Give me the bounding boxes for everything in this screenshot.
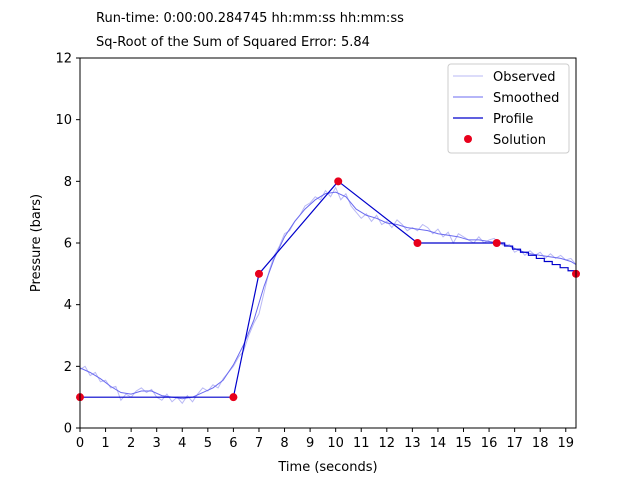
- x-tick-label: 1: [101, 436, 109, 451]
- profile-series-line: [80, 180, 577, 398]
- x-tick-label: 0: [76, 436, 84, 451]
- x-tick-label: 8: [280, 436, 288, 451]
- x-tick-label: 11: [353, 436, 370, 451]
- y-axis: 0 2 4 6 8 10 12: [55, 52, 80, 437]
- x-tick-label: 18: [532, 436, 549, 451]
- solution-point: [334, 177, 343, 186]
- y-tick-label: 8: [64, 175, 72, 190]
- x-tick-label: 12: [379, 436, 396, 451]
- x-tick-label: 17: [506, 436, 523, 451]
- x-tick-label: 14: [430, 436, 447, 451]
- solution-point: [492, 239, 501, 247]
- x-tick-label: 16: [481, 436, 498, 451]
- y-tick-label: 6: [64, 237, 72, 252]
- legend-solution-swatch: [464, 135, 472, 143]
- legend-profile-label: Profile: [493, 112, 533, 127]
- solution-point: [413, 239, 422, 247]
- x-axis: 0 1 2 3 4 5 6 7 8 9 10 11 12 13 14 15 16 17 18 19: [76, 428, 574, 451]
- legend-observed-label: Observed: [493, 70, 556, 85]
- legend-box: [447, 63, 570, 154]
- x-tick-label: 5: [204, 436, 212, 451]
- solution-point: [254, 269, 263, 278]
- x-tick-label: 6: [229, 436, 237, 451]
- x-tick-label: 10: [327, 436, 344, 451]
- error-text: Sq-Root of the Sum of Squared Error: 5.8…: [96, 35, 370, 50]
- plot-area: [76, 177, 580, 405]
- legend-smoothed-label: Smoothed: [493, 91, 559, 106]
- y-tick-label: 0: [64, 422, 72, 437]
- x-tick-label: 3: [153, 436, 161, 451]
- solution-point: [229, 393, 238, 402]
- smoothed-series-line: [79, 191, 577, 400]
- y-axis-label: Pressure (bars): [29, 194, 44, 292]
- x-tick-label: 4: [178, 436, 186, 451]
- x-tick-label: 7: [255, 436, 263, 451]
- runtime-text: Run-time: 0:00:00.284745 hh:mm:ss hh:mm:…: [96, 11, 404, 26]
- x-axis-label: Time (seconds): [277, 460, 377, 475]
- y-tick-label: 2: [64, 360, 72, 375]
- x-tick-label: 15: [455, 436, 472, 451]
- x-tick-label: 19: [557, 436, 574, 451]
- y-tick-label: 12: [55, 52, 72, 67]
- observed-series-line: [79, 186, 577, 405]
- y-tick-label: 10: [55, 113, 72, 128]
- x-tick-label: 13: [404, 436, 421, 451]
- x-tick-label: 2: [127, 436, 135, 451]
- legend: Observed Smoothed Profile Solution: [447, 63, 570, 154]
- y-tick-label: 4: [64, 298, 72, 313]
- x-tick-label: 9: [306, 436, 314, 451]
- legend-solution-label: Solution: [493, 133, 546, 148]
